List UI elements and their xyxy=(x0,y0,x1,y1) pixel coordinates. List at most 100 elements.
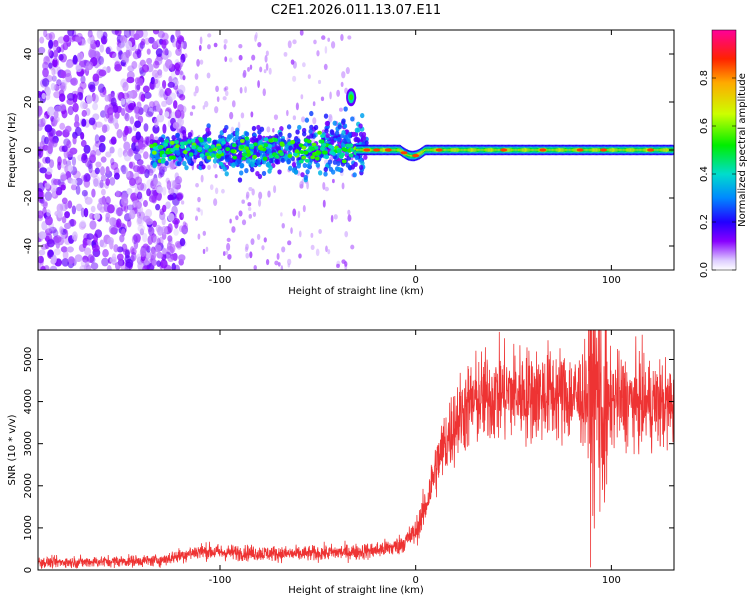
heatmap-cell xyxy=(61,246,68,253)
colorbar-label: Normalized spectral amplitude xyxy=(737,73,748,227)
heatmap-cell xyxy=(245,194,249,200)
heatmap-cell xyxy=(152,220,157,228)
heatmap-cell xyxy=(179,70,183,76)
heatmap-cell xyxy=(100,241,108,248)
heatmap-cell xyxy=(194,73,199,80)
heatmap-cell xyxy=(205,127,210,133)
heatmap-cell xyxy=(276,253,280,260)
heatmap-cell xyxy=(51,75,57,82)
heatmap-cell xyxy=(161,217,166,226)
heatmap-cell xyxy=(197,233,201,240)
heatmap-cell xyxy=(194,85,199,94)
heatmap-cell xyxy=(67,150,74,157)
heatmap-cell xyxy=(281,246,286,253)
heatmap-cell xyxy=(86,94,93,105)
heatmap-cell xyxy=(292,115,297,121)
heatmap-cell xyxy=(106,204,115,214)
heatmap-cell xyxy=(354,154,359,161)
heatmap-cell xyxy=(247,157,252,164)
heatmap-cell xyxy=(80,207,85,218)
heatmap-cell xyxy=(152,178,158,187)
heatmap-cell xyxy=(44,136,49,145)
y-tick-label: 40 xyxy=(23,48,34,61)
heatmap-cell xyxy=(344,230,349,238)
heatmap-cell xyxy=(286,109,289,117)
heatmap-cell xyxy=(310,146,316,151)
heatmap-cell xyxy=(87,254,95,263)
heatmap-cell xyxy=(327,159,333,165)
heatmap-cell xyxy=(72,136,77,145)
heatmap-cell xyxy=(66,92,75,101)
heatmap-cell xyxy=(187,131,193,138)
heatmap-cell xyxy=(110,227,117,235)
heatmap-cell xyxy=(114,30,122,36)
heatmap-cell xyxy=(161,32,169,41)
heatmap-cell xyxy=(42,61,49,71)
heatmap-cell xyxy=(175,30,181,39)
y-tick-label: 0 xyxy=(23,147,34,153)
heatmap-cell xyxy=(272,127,275,133)
heatmap-cell xyxy=(120,98,126,105)
heatmap-cell xyxy=(42,201,48,209)
spectrogram-y-label: Frequency (Hz) xyxy=(7,112,18,188)
heatmap-cell xyxy=(298,230,302,238)
heatmap-cell xyxy=(58,54,64,61)
heatmap-cell xyxy=(249,143,254,148)
heatmap-cell xyxy=(38,123,43,131)
heatmap-cell xyxy=(110,158,115,166)
heatmap-cell xyxy=(341,159,347,164)
heatmap-cell xyxy=(80,220,86,228)
heatmap-cell xyxy=(214,174,218,179)
heatmap-cell xyxy=(322,182,326,190)
heatmap-cell xyxy=(109,217,117,226)
heatmap-cell xyxy=(59,122,66,130)
heatmap-cell xyxy=(256,233,261,240)
heatmap-cell xyxy=(151,78,159,85)
heatmap-cell xyxy=(337,166,342,173)
heatmap-cell xyxy=(55,130,63,137)
heatmap-cell xyxy=(91,188,96,198)
heatmap-cell xyxy=(81,118,87,127)
heatmap-cell xyxy=(114,111,120,119)
heatmap-cell xyxy=(120,59,126,67)
heatmap-cell xyxy=(288,165,293,171)
heatmap-cell xyxy=(79,81,87,90)
heatmap-cell xyxy=(40,265,46,270)
heatmap-cell xyxy=(224,56,228,63)
heatmap-cell xyxy=(98,56,105,65)
heatmap-cell xyxy=(337,124,343,130)
heatmap-cell xyxy=(182,75,186,81)
spectrogram-x-label: Height of straight line (km) xyxy=(288,286,424,297)
heatmap-cell xyxy=(237,121,241,130)
heatmap-cell xyxy=(347,35,352,40)
heatmap-cell xyxy=(136,253,141,262)
heatmap-cell xyxy=(230,149,236,154)
heatmap-cell xyxy=(265,63,269,71)
heatmap-cell xyxy=(216,154,222,159)
heatmap-cell xyxy=(147,235,153,245)
y-tick-label: 4000 xyxy=(23,389,34,414)
heatmap-cell xyxy=(94,134,100,144)
heatmap-cell xyxy=(162,186,167,196)
heatmap-cell xyxy=(182,160,187,167)
heatmap-cell xyxy=(47,249,54,258)
heatmap-cell xyxy=(109,146,115,154)
heatmap-cell xyxy=(111,30,120,35)
heatmap-cell xyxy=(158,86,165,95)
heatmap-cell xyxy=(182,221,187,227)
heatmap-cell xyxy=(60,44,65,53)
heatmap-cell xyxy=(209,184,214,191)
heatmap-cell xyxy=(361,135,367,141)
heatmap-cell xyxy=(178,225,185,233)
heatmap-cell xyxy=(94,229,103,238)
heatmap-cell xyxy=(92,102,99,111)
heatmap-cell xyxy=(53,91,61,99)
heatmap-cell xyxy=(248,186,253,192)
heatmap-cell xyxy=(310,232,314,238)
heatmap-cell xyxy=(175,48,182,56)
heatmap-cell xyxy=(127,149,134,157)
heatmap-cell xyxy=(167,255,175,262)
heatmap-cell xyxy=(206,137,212,142)
heatmap-cell xyxy=(310,244,315,250)
